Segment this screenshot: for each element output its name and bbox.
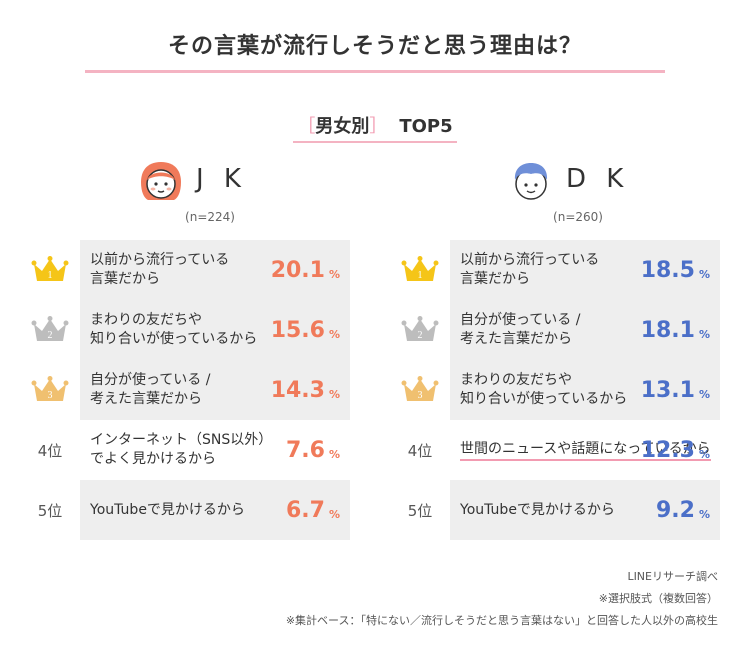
rank-5: 5位 (22, 480, 78, 540)
rank-3: 3 (392, 360, 448, 420)
gold-crown-icon: 1 (31, 256, 69, 281)
gold-crown-icon: 1 (401, 256, 439, 281)
subtitle: ［男女別］ TOP5 (0, 112, 750, 138)
table-row: インターネット（SNS以外） でよく見かけるから 7.6% (80, 420, 350, 480)
jk-group-label: J K (196, 164, 247, 194)
reason-label: 以前から流行っている 言葉だから (460, 252, 600, 287)
subtitle-underline (293, 141, 457, 143)
table-row: まわりの友だちや 知り合いが使っているから 15.6% (80, 300, 350, 360)
dk-header: D K (508, 160, 648, 200)
rank-1: 1 (392, 240, 448, 300)
percentage-value: 7.6% (285, 437, 340, 463)
svg-text:2: 2 (418, 330, 423, 341)
rank-2: 2 (392, 300, 448, 360)
bronze-crown-icon: 3 (401, 376, 439, 401)
jk-ranking-table: 以前から流行っている 言葉だから 20.1% まわりの友だちや 知り合いが使っている… (80, 240, 350, 540)
boy-face-icon (514, 163, 548, 200)
percentage-value: 18.5% (640, 257, 710, 283)
table-row: YouTubeで見かけるから 6.7% (80, 480, 350, 540)
rank-2: 2 (22, 300, 78, 360)
percentage-value: 13.1% (640, 377, 710, 403)
title-underline (85, 70, 665, 73)
rank-label: 5位 (37, 501, 63, 520)
rank-label: 4位 (37, 441, 63, 460)
table-row: 以前から流行っている 言葉だから 18.5% (450, 240, 720, 300)
rank-4: 4位 (22, 420, 78, 480)
reason-label: 世間のニュースや 話題になっているから (460, 420, 711, 480)
svg-text:1: 1 (418, 270, 423, 281)
reason-label: 自分が使っている / 考えた言葉だから (460, 312, 581, 347)
reason-label: YouTubeで見かけるから (90, 501, 245, 518)
chart-title: その言葉が流行しそうだと思う理由は？ (167, 34, 582, 59)
dk-group-label: D K (566, 164, 630, 194)
subtitle-main: 男女別 (315, 116, 370, 137)
subtitle-suffix: TOP5 (399, 116, 453, 137)
table-row: まわりの友だちや 知り合いが使っているから 13.1% (450, 360, 720, 420)
rank-5: 5位 (392, 480, 448, 540)
percentage-value: 12.3% (640, 437, 710, 463)
percentage-value: 15.6% (270, 317, 340, 343)
table-row: YouTubeで見かけるから 9.2% (450, 480, 720, 540)
footer-source: LINEリサーチ調べ (627, 570, 718, 583)
silver-crown-icon: 2 (401, 316, 439, 341)
footer-method: ※選択肢式（複数回答） (598, 592, 718, 605)
svg-text:2: 2 (48, 330, 53, 341)
jk-sample-size: (n=224) (185, 210, 235, 224)
percentage-value: 9.2% (655, 497, 710, 523)
rank-label: 4位 (407, 441, 433, 460)
reason-label: まわりの友だちや 知り合いが使っているから (90, 312, 258, 347)
table-row: 自分が使っている / 考えた言葉だから 14.3% (80, 360, 350, 420)
svg-text:3: 3 (48, 390, 53, 401)
rank-label: 5位 (407, 501, 433, 520)
jk-header: J K (138, 160, 278, 200)
footer-base: ※集計ベース：「特にない／流行しそうだと思う言葉はない」と回答した人以外の高校生 (285, 614, 718, 627)
percentage-value: 14.3% (270, 377, 340, 403)
subtitle-open-bracket: ［ (297, 116, 316, 137)
silver-crown-icon: 2 (31, 316, 69, 341)
girl-face-icon (141, 162, 181, 200)
subtitle-close-bracket: ］ (369, 116, 388, 137)
table-row: 自分が使っている / 考えた言葉だから 18.1% (450, 300, 720, 360)
reason-label: まわりの友だちや 知り合いが使っているから (460, 372, 628, 407)
dk-sample-size: (n=260) (553, 210, 603, 224)
reason-label: 自分が使っている / 考えた言葉だから (90, 372, 211, 407)
bronze-crown-icon: 3 (31, 376, 69, 401)
rank-1: 1 (22, 240, 78, 300)
reason-label: インターネット（SNS以外） でよく見かけるから (90, 432, 273, 467)
svg-text:3: 3 (418, 390, 423, 401)
reason-label: 以前から流行っている 言葉だから (90, 252, 230, 287)
percentage-value: 6.7% (285, 497, 340, 523)
table-row: 世間のニュースや 話題になっているから 12.3% (450, 420, 720, 480)
rank-3: 3 (22, 360, 78, 420)
rank-4: 4位 (392, 420, 448, 480)
percentage-value: 18.1% (640, 317, 710, 343)
reason-label: YouTubeで見かけるから (460, 501, 615, 518)
dk-ranking-table: 以前から流行っている 言葉だから 18.5% 自分が使っている / 考えた言葉だから… (450, 240, 720, 540)
table-row: 以前から流行っている 言葉だから 20.1% (80, 240, 350, 300)
percentage-value: 20.1% (270, 257, 340, 283)
svg-text:1: 1 (48, 270, 53, 281)
